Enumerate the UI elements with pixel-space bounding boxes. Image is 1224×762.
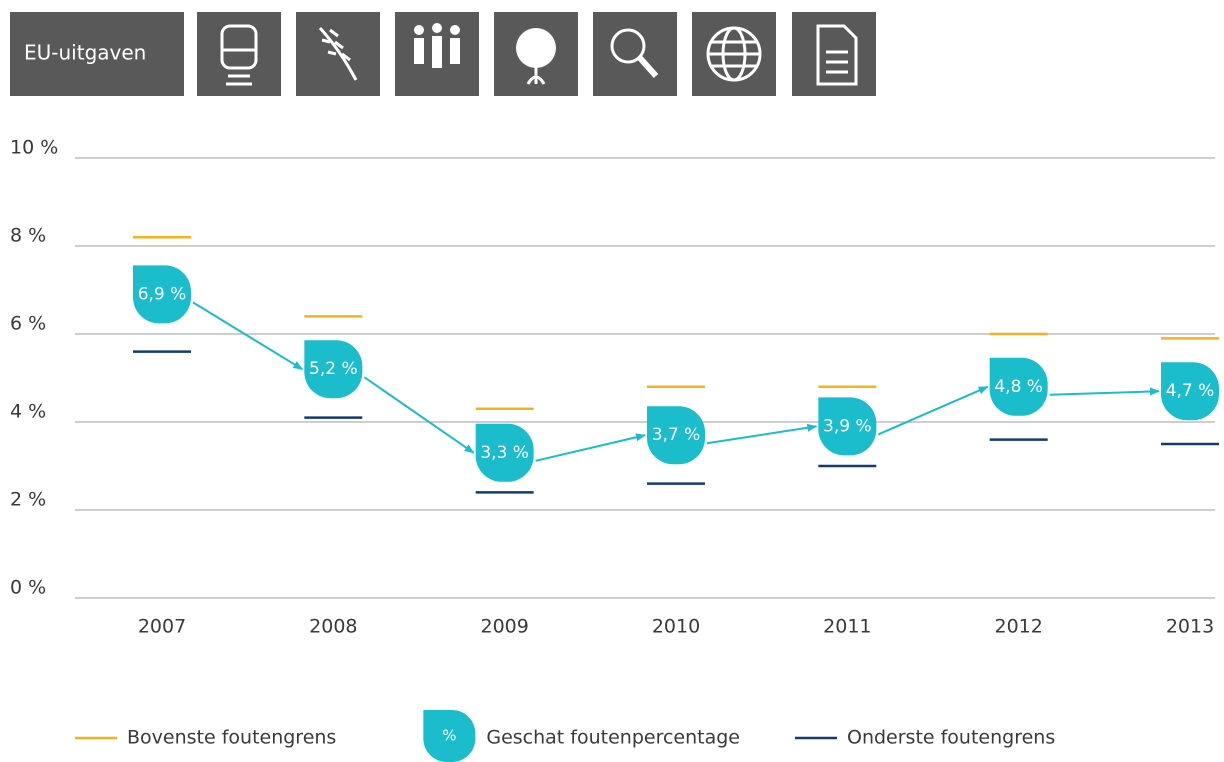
data-label: 5,2 % <box>309 359 358 379</box>
trend-arrow <box>535 433 646 462</box>
icons <box>197 12 876 96</box>
trend-arrow <box>192 301 304 371</box>
trend-arrow <box>877 385 989 436</box>
estimate-drop <box>818 397 877 456</box>
estimate-drop <box>989 357 1048 416</box>
y-tick-label: 0 % <box>10 577 46 599</box>
data-label: 6,9 % <box>138 284 187 304</box>
x-tick-label: 2010 <box>652 616 700 638</box>
trend-arrow <box>363 376 475 454</box>
trend-arrow <box>1049 387 1160 396</box>
y-tick-label: 10 % <box>10 137 58 159</box>
legend-label: Onderste foutengrens <box>847 727 1055 749</box>
estimate-drop <box>647 406 705 465</box>
data-label: 3,3 % <box>480 443 529 463</box>
x-tick-label: 2007 <box>138 616 186 638</box>
top-bar: EU-uitgaven <box>10 12 876 96</box>
legend-symbol <box>423 710 476 762</box>
header-box <box>10 12 184 96</box>
y-tick-label: 2 % <box>10 489 46 511</box>
estimate-drop <box>475 423 534 482</box>
y-tick-label: 8 % <box>10 225 46 247</box>
estimate-drop <box>1161 362 1219 421</box>
data-label: 3,7 % <box>652 425 701 445</box>
y-tick-label: 6 % <box>10 313 46 335</box>
data-label: 3,9 % <box>823 416 872 436</box>
estimate-drop <box>133 265 191 324</box>
legend-label: Bovenste foutengrens <box>127 727 336 749</box>
data-label: 4,8 % <box>994 377 1043 397</box>
x-tick-label: 2008 <box>309 616 357 638</box>
header-label: EU-uitgaven <box>24 41 146 65</box>
legend-symbol-label: % <box>442 727 456 745</box>
x-tick-label: 2009 <box>480 616 528 638</box>
y-tick-label: 4 % <box>10 401 46 423</box>
x-tick-label: 2013 <box>1166 616 1214 638</box>
data-label: 4,7 % <box>1166 381 1215 401</box>
x-tick-label: 2012 <box>994 616 1042 638</box>
estimate-drop <box>304 340 363 399</box>
trend-arrow <box>706 423 818 445</box>
legend-label: Geschat foutenpercentage <box>486 727 740 749</box>
x-tick-label: 2011 <box>823 616 871 638</box>
